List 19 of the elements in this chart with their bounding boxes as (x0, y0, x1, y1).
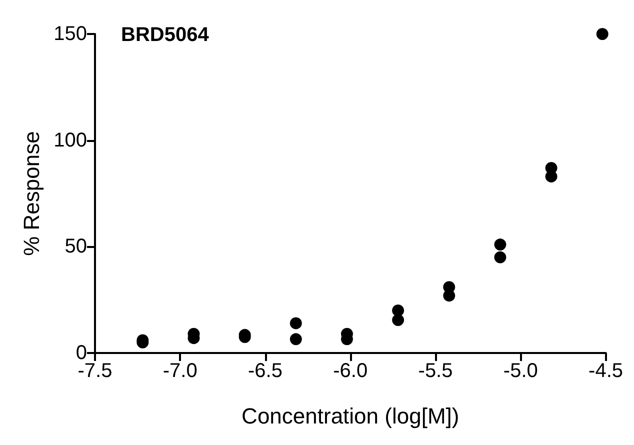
x-tick-label: -6.0 (333, 360, 368, 382)
y-axis-title: % Response (19, 131, 44, 256)
y-tick-label: 100 (54, 129, 87, 152)
point (443, 290, 456, 302)
point (596, 28, 608, 40)
x-tick-label: -6.5 (248, 360, 282, 382)
x-tick-label: -5.5 (418, 360, 453, 382)
point (494, 238, 506, 251)
point (494, 251, 506, 264)
x-axis-title: Concentration (log[M]) (242, 404, 460, 428)
point (290, 333, 302, 346)
x-tick-label: -5.0 (503, 360, 538, 382)
y-tick-label: 50 (64, 236, 87, 258)
point (392, 314, 404, 326)
x-tick-label: -7.0 (162, 360, 198, 382)
x-tick-label: -4.5 (588, 360, 624, 382)
y-tick-label: 150 (54, 23, 87, 45)
chart-title: BRD5064 (121, 24, 210, 46)
point (290, 317, 302, 330)
